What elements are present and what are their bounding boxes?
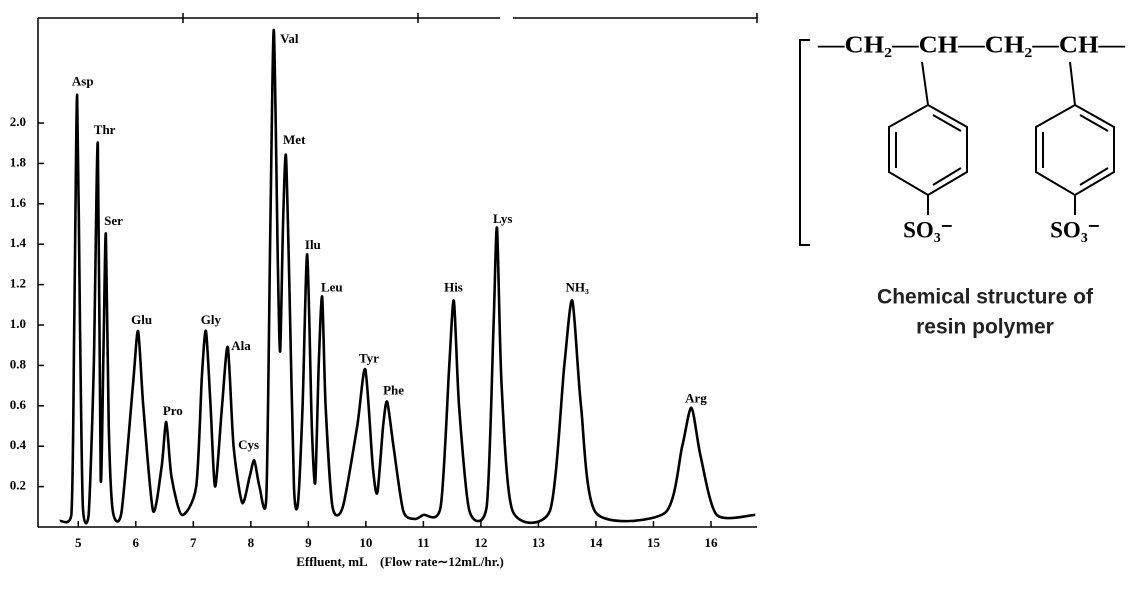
fraction-bar bbox=[38, 13, 758, 23]
y-tick-label: 1.4 bbox=[10, 235, 27, 250]
y-tick-label: 0.2 bbox=[10, 478, 26, 493]
peak-label: Val bbox=[280, 31, 299, 46]
x-tick-label: 15 bbox=[647, 535, 661, 550]
x-tick-label: 7 bbox=[190, 535, 197, 550]
x-axis-label: Effluent, mL (Flow rate∼12mL/hr.) bbox=[296, 554, 504, 569]
peak-label: Ilu bbox=[305, 237, 321, 252]
x-tick-label: 16 bbox=[704, 535, 718, 550]
bond bbox=[1069, 61, 1076, 106]
sulfonate-group: SO₃⁻ bbox=[903, 217, 953, 242]
y-tick-label: 1.0 bbox=[10, 316, 26, 331]
peak-label: Thr bbox=[94, 122, 116, 137]
peak-label: NH₃ bbox=[565, 280, 589, 295]
peak-label: Cys bbox=[238, 437, 259, 452]
caption: resin polymer bbox=[916, 316, 1054, 339]
peak-label: Ala bbox=[231, 338, 251, 353]
x-tick-label: 9 bbox=[305, 535, 312, 550]
x-tick-label: 8 bbox=[248, 535, 255, 550]
benzene-ring bbox=[888, 103, 968, 197]
peak-label: Gly bbox=[201, 312, 222, 327]
y-tick-label: 1.2 bbox=[10, 276, 26, 291]
chromatogram-trace bbox=[59, 28, 756, 525]
bracket bbox=[799, 39, 810, 246]
peak-label: Lys bbox=[493, 211, 513, 226]
x-tick-label: 10 bbox=[359, 535, 372, 550]
peak-label: Leu bbox=[321, 280, 343, 295]
x-tick-label: 11 bbox=[417, 535, 429, 550]
double-bond bbox=[1079, 167, 1109, 186]
double-bond bbox=[1079, 114, 1109, 132]
bond bbox=[921, 61, 929, 106]
double-bond bbox=[932, 167, 962, 186]
polymer-chain: —CH₂—CH—CH₂—CH— bbox=[817, 33, 1126, 59]
y-tick-label: 0.4 bbox=[10, 437, 27, 452]
y-tick-label: 2.0 bbox=[10, 114, 26, 129]
y-tick-label: 1.6 bbox=[10, 195, 27, 210]
peak-label: Glu bbox=[131, 312, 152, 327]
x-tick-label: 12 bbox=[474, 535, 487, 550]
peak-label: His bbox=[444, 280, 463, 295]
peak-label: Ser bbox=[104, 213, 123, 228]
caption: Chemical structure of bbox=[877, 286, 1094, 309]
x-tick-label: 14 bbox=[589, 535, 603, 550]
peak-label: Pro bbox=[163, 403, 183, 418]
peak-label: Arg bbox=[685, 391, 707, 406]
structure bbox=[799, 39, 1115, 246]
benzene-ring bbox=[1035, 103, 1115, 197]
peak-label: Tyr bbox=[359, 350, 379, 365]
x-tick-label: 13 bbox=[532, 535, 546, 550]
x-tick-label: 6 bbox=[133, 535, 140, 550]
peak-label: Asp bbox=[72, 74, 94, 89]
double-bond bbox=[932, 114, 962, 132]
sulfonate-group: SO₃⁻ bbox=[1050, 217, 1100, 242]
peak-label: Met bbox=[283, 132, 306, 147]
x-tick-label: 5 bbox=[75, 535, 82, 550]
peak-label: Phe bbox=[383, 383, 404, 398]
y-tick-label: 1.8 bbox=[10, 154, 27, 169]
y-tick-label: 0.6 bbox=[10, 397, 27, 412]
y-tick-label: 0.8 bbox=[10, 356, 27, 371]
